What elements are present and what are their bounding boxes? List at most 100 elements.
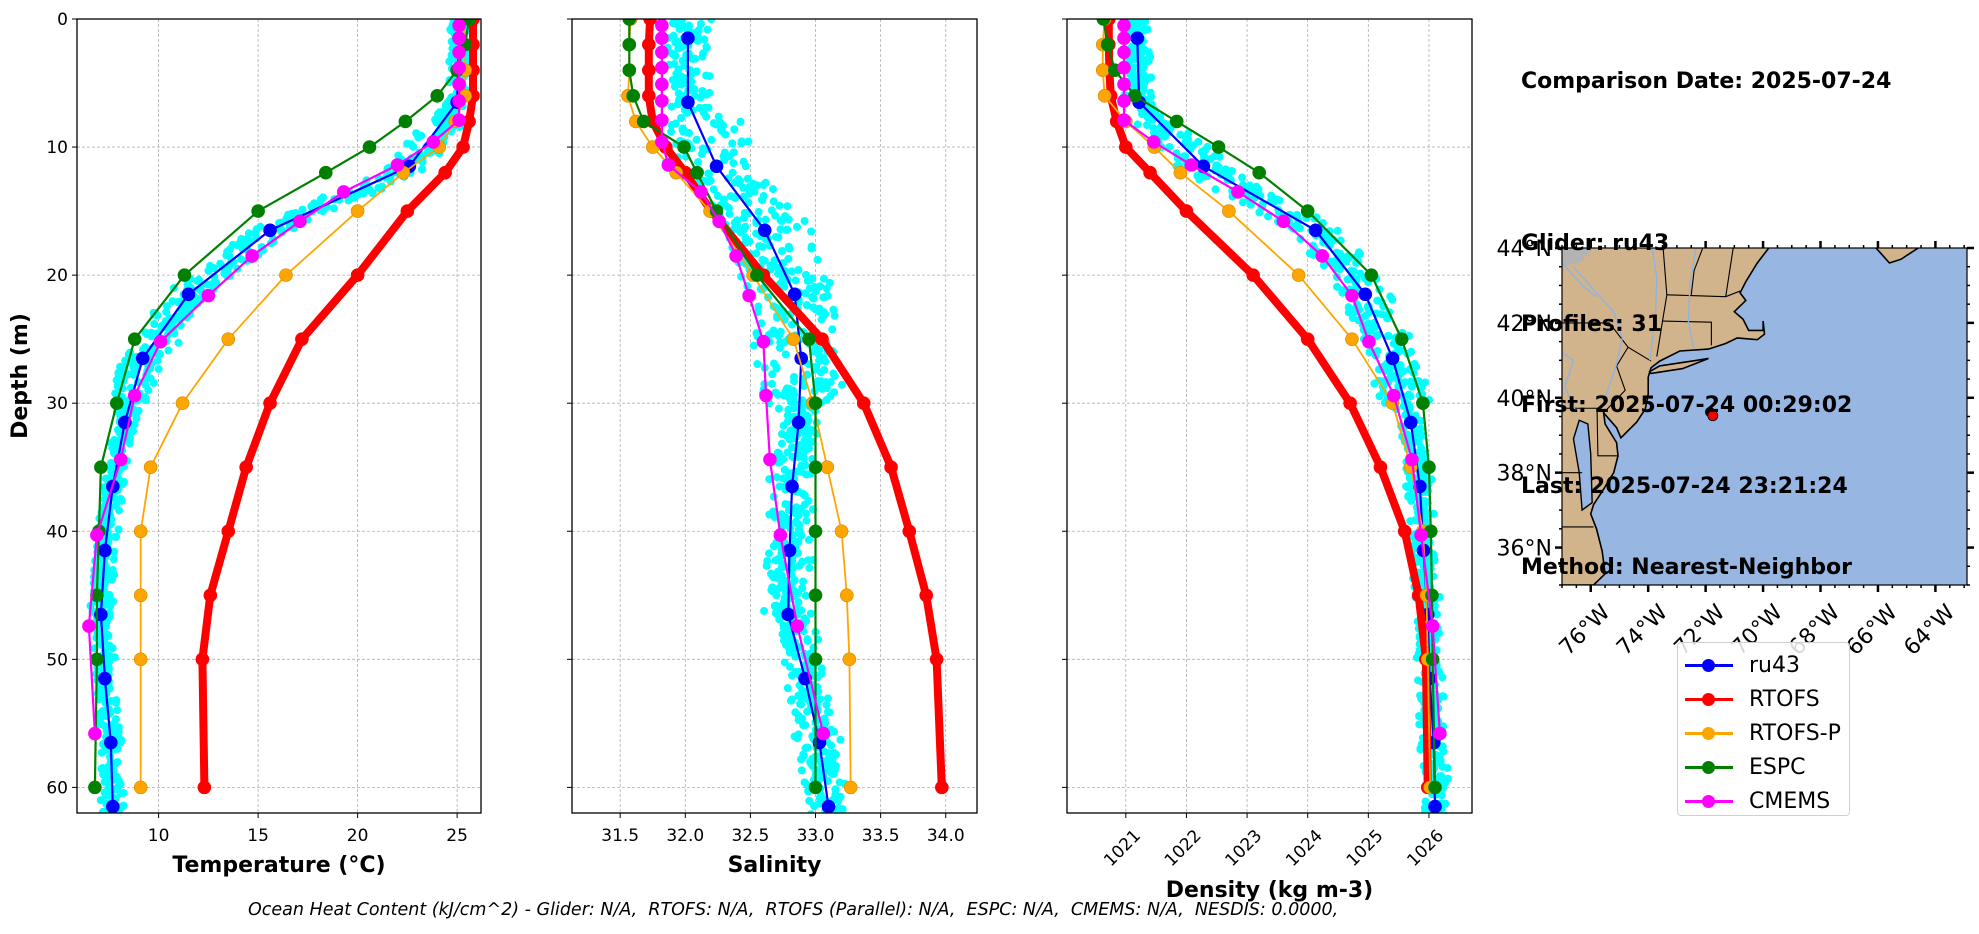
glider-scatter-point [794, 598, 803, 607]
glider-scatter-point [787, 267, 796, 276]
glider-scatter-point [1238, 173, 1247, 182]
series-marker-espc [622, 19, 637, 26]
glider-scatter-point [678, 73, 687, 82]
glider-scatter-point [129, 363, 138, 372]
glider-scatter-point [105, 641, 114, 650]
series-marker-rtofs [197, 780, 212, 795]
series-marker-espc [622, 63, 637, 78]
series-marker-espc [177, 268, 192, 282]
series-marker-rtofs-p [834, 524, 849, 539]
glider-scatter-point [310, 199, 319, 208]
glider-scatter-point [780, 584, 789, 593]
glider-scatter-point [103, 789, 112, 798]
glider-scatter-point [784, 637, 793, 646]
glider-scatter-point [709, 119, 718, 128]
state-border [1690, 248, 1704, 295]
series-marker-rtofs-p [350, 204, 365, 218]
glider-scatter-point [806, 609, 815, 618]
glider-scatter-point [209, 279, 218, 288]
glider-scatter-point [801, 591, 810, 600]
glider-scatter-point [791, 652, 800, 661]
series-marker-rtofs [195, 652, 210, 667]
series-marker-espc [750, 268, 764, 282]
series-marker-rtofs [642, 89, 656, 103]
glider-scatter-point [725, 209, 734, 218]
glider-scatter-point [1434, 819, 1442, 827]
series-marker-rtofs-p [1345, 332, 1359, 346]
x-tick-label: 20 [347, 826, 369, 846]
glider-scatter-point [783, 411, 792, 420]
series-marker-espc [398, 114, 413, 129]
series-marker-ru43 [181, 287, 196, 302]
glider-scatter-point [114, 727, 123, 736]
glider-scatter-point [775, 615, 784, 624]
series-marker-cmems [655, 113, 669, 127]
glider-scatter-point [755, 242, 764, 251]
glider-scatter-point [834, 803, 843, 812]
series-marker-rtofs [902, 524, 917, 539]
series-marker-rtofs-p [1097, 89, 1112, 103]
profile-panel-temperature: 0 10 20 30 40 50 60 10 15 20 25 Temperature (°C) Dep… [8, 10, 482, 878]
series-marker-rtofs [295, 332, 309, 346]
legend: ru43 RTOFS RTOFS-P ESPC CMEMS [1677, 642, 1850, 816]
glider-scatter-point [1371, 323, 1380, 332]
glider-scatter-point [702, 112, 711, 121]
x-tick-label: 32.0 [666, 826, 704, 846]
glider-scatter-point [772, 363, 781, 372]
glider-scatter-point [729, 148, 738, 157]
series-marker-ru43 [98, 671, 112, 686]
series-marker-rtofs-p [820, 460, 835, 475]
glider-scatter-point [719, 195, 728, 204]
series-line-espc [93, 19, 471, 788]
state-border [1662, 320, 1712, 346]
river [1562, 352, 1578, 414]
glider-last-position [1707, 410, 1719, 422]
plot-area [621, 19, 949, 825]
series-marker-cmems [655, 19, 669, 33]
glider-scatter-point [749, 341, 758, 350]
series-marker-rtofs-p [1173, 165, 1188, 180]
glider-scatter-point [799, 577, 808, 586]
series-marker-espc [622, 37, 637, 52]
series-marker-espc [88, 780, 102, 795]
glider-scatter-point [1246, 200, 1255, 209]
series-marker-cmems [655, 31, 669, 46]
glider-scatter-point [1416, 745, 1425, 754]
glider-scatter-point [239, 235, 248, 244]
series-marker-cmems [694, 185, 708, 199]
series-marker-rtofs-p [839, 588, 854, 603]
series-marker-espc [462, 19, 476, 26]
series-marker-cmems [655, 94, 669, 108]
glider-scatter-point [670, 59, 679, 68]
glider-scatter-point [1343, 275, 1352, 284]
glider-scatter-point [684, 22, 693, 31]
glider-scatter-point [730, 125, 739, 134]
glider-scatter-point [800, 216, 809, 225]
series-marker-cmems [712, 214, 726, 229]
glider-scatter-point [805, 796, 814, 805]
glider-scatter-point [344, 196, 353, 205]
glider-scatter-point [223, 272, 232, 281]
series-marker-cmems [1362, 334, 1376, 349]
y-axis-label: Depth (m) [8, 313, 33, 439]
glider-scatter-point [812, 362, 821, 371]
glider-scatter-point [773, 390, 782, 399]
glider-scatter-point [728, 168, 737, 177]
x-tick-label: 1025 [1343, 826, 1388, 871]
glider-scatter-point [776, 225, 785, 234]
glider-scatter-point [1309, 250, 1318, 259]
series-marker-ru43 [681, 95, 695, 110]
glider-scatter-point [1436, 756, 1445, 765]
glider-scatter-point [765, 549, 774, 558]
glider-scatter-point [808, 761, 817, 770]
glider-scatter-point [797, 766, 806, 775]
river [1687, 248, 1697, 350]
glider-scatter-point [767, 379, 776, 388]
glider-scatter-point [846, 817, 854, 825]
glider-scatter-point [797, 606, 806, 615]
glider-scatter-point [807, 244, 816, 253]
glider-scatter-point [778, 247, 787, 256]
glider-scatter-point [277, 228, 286, 237]
glider-scatter-point [1422, 818, 1430, 826]
series-marker-rtofs [815, 332, 829, 346]
